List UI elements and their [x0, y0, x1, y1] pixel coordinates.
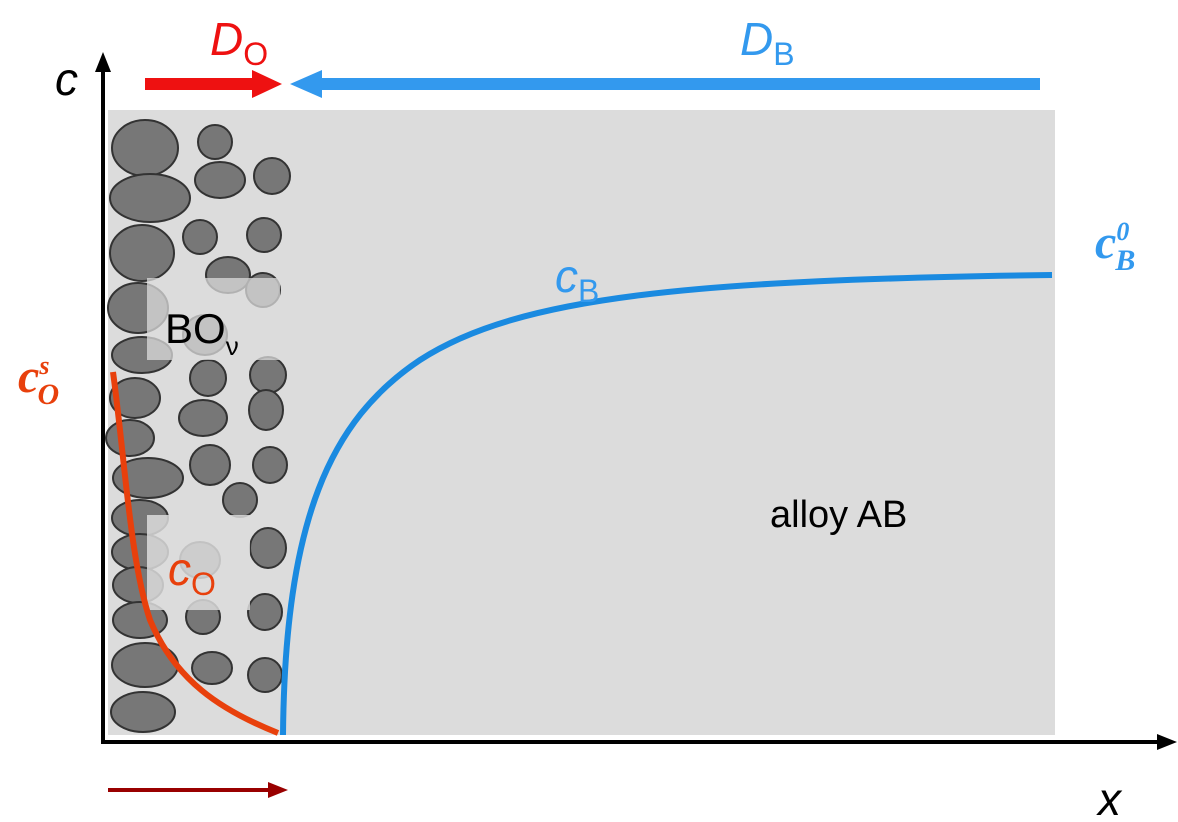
oxide-particle [250, 357, 286, 393]
oxide-particle [198, 125, 232, 159]
symbol: c [18, 350, 39, 403]
oxide-particle [250, 528, 286, 568]
superscript: s [38, 351, 49, 380]
boron-flux-head [290, 70, 322, 98]
oxide-particle [110, 225, 174, 281]
oxygen-flux-head [252, 70, 282, 98]
alloy-region [108, 110, 1055, 735]
oxide-particle [183, 220, 217, 254]
subscript: B [773, 36, 794, 72]
oxide-particle [111, 692, 175, 732]
oxide-particle [248, 658, 282, 692]
subscript: B [1114, 244, 1135, 277]
oxide-particle [112, 120, 178, 176]
oxide-particle [253, 447, 287, 483]
x-axis-head [1157, 734, 1177, 750]
oxide-particle [190, 445, 230, 485]
symbol: D [740, 13, 773, 65]
oxide-particle [106, 420, 154, 456]
oxide-particle [179, 400, 227, 436]
oxygen-flux-label: DO [210, 13, 268, 72]
region-label: alloy AB [770, 494, 907, 536]
subscript: O [243, 36, 268, 72]
oxide-particle [247, 218, 281, 252]
oxide-particle [249, 390, 283, 430]
symbol: D [210, 13, 243, 65]
oxide-particle [110, 174, 190, 222]
oxide-particle [248, 594, 282, 630]
boron-flux-label: DB [740, 13, 795, 72]
subscript: O [37, 378, 59, 411]
y-axis-label: c [55, 53, 78, 105]
y-axis-head [95, 52, 111, 72]
growth-arrow-head [268, 782, 288, 798]
diagram: c x DO DB cB c0B csO BOν cO alloy AB [0, 0, 1178, 822]
symbol: c [168, 543, 191, 595]
oxide-particle [195, 162, 245, 198]
oxide-particle [190, 360, 226, 396]
oxide-particle [223, 483, 257, 517]
formula: BO [165, 305, 226, 352]
subscript: ν [226, 331, 239, 361]
x-axis-label: x [1096, 773, 1123, 822]
superscript: 0 [1116, 217, 1129, 246]
symbol: c [1095, 216, 1116, 269]
subscript: O [191, 566, 216, 602]
oxide-particle [192, 652, 232, 684]
oxide-particle [254, 158, 290, 194]
symbol: c [555, 250, 578, 302]
subscript: B [578, 273, 599, 309]
